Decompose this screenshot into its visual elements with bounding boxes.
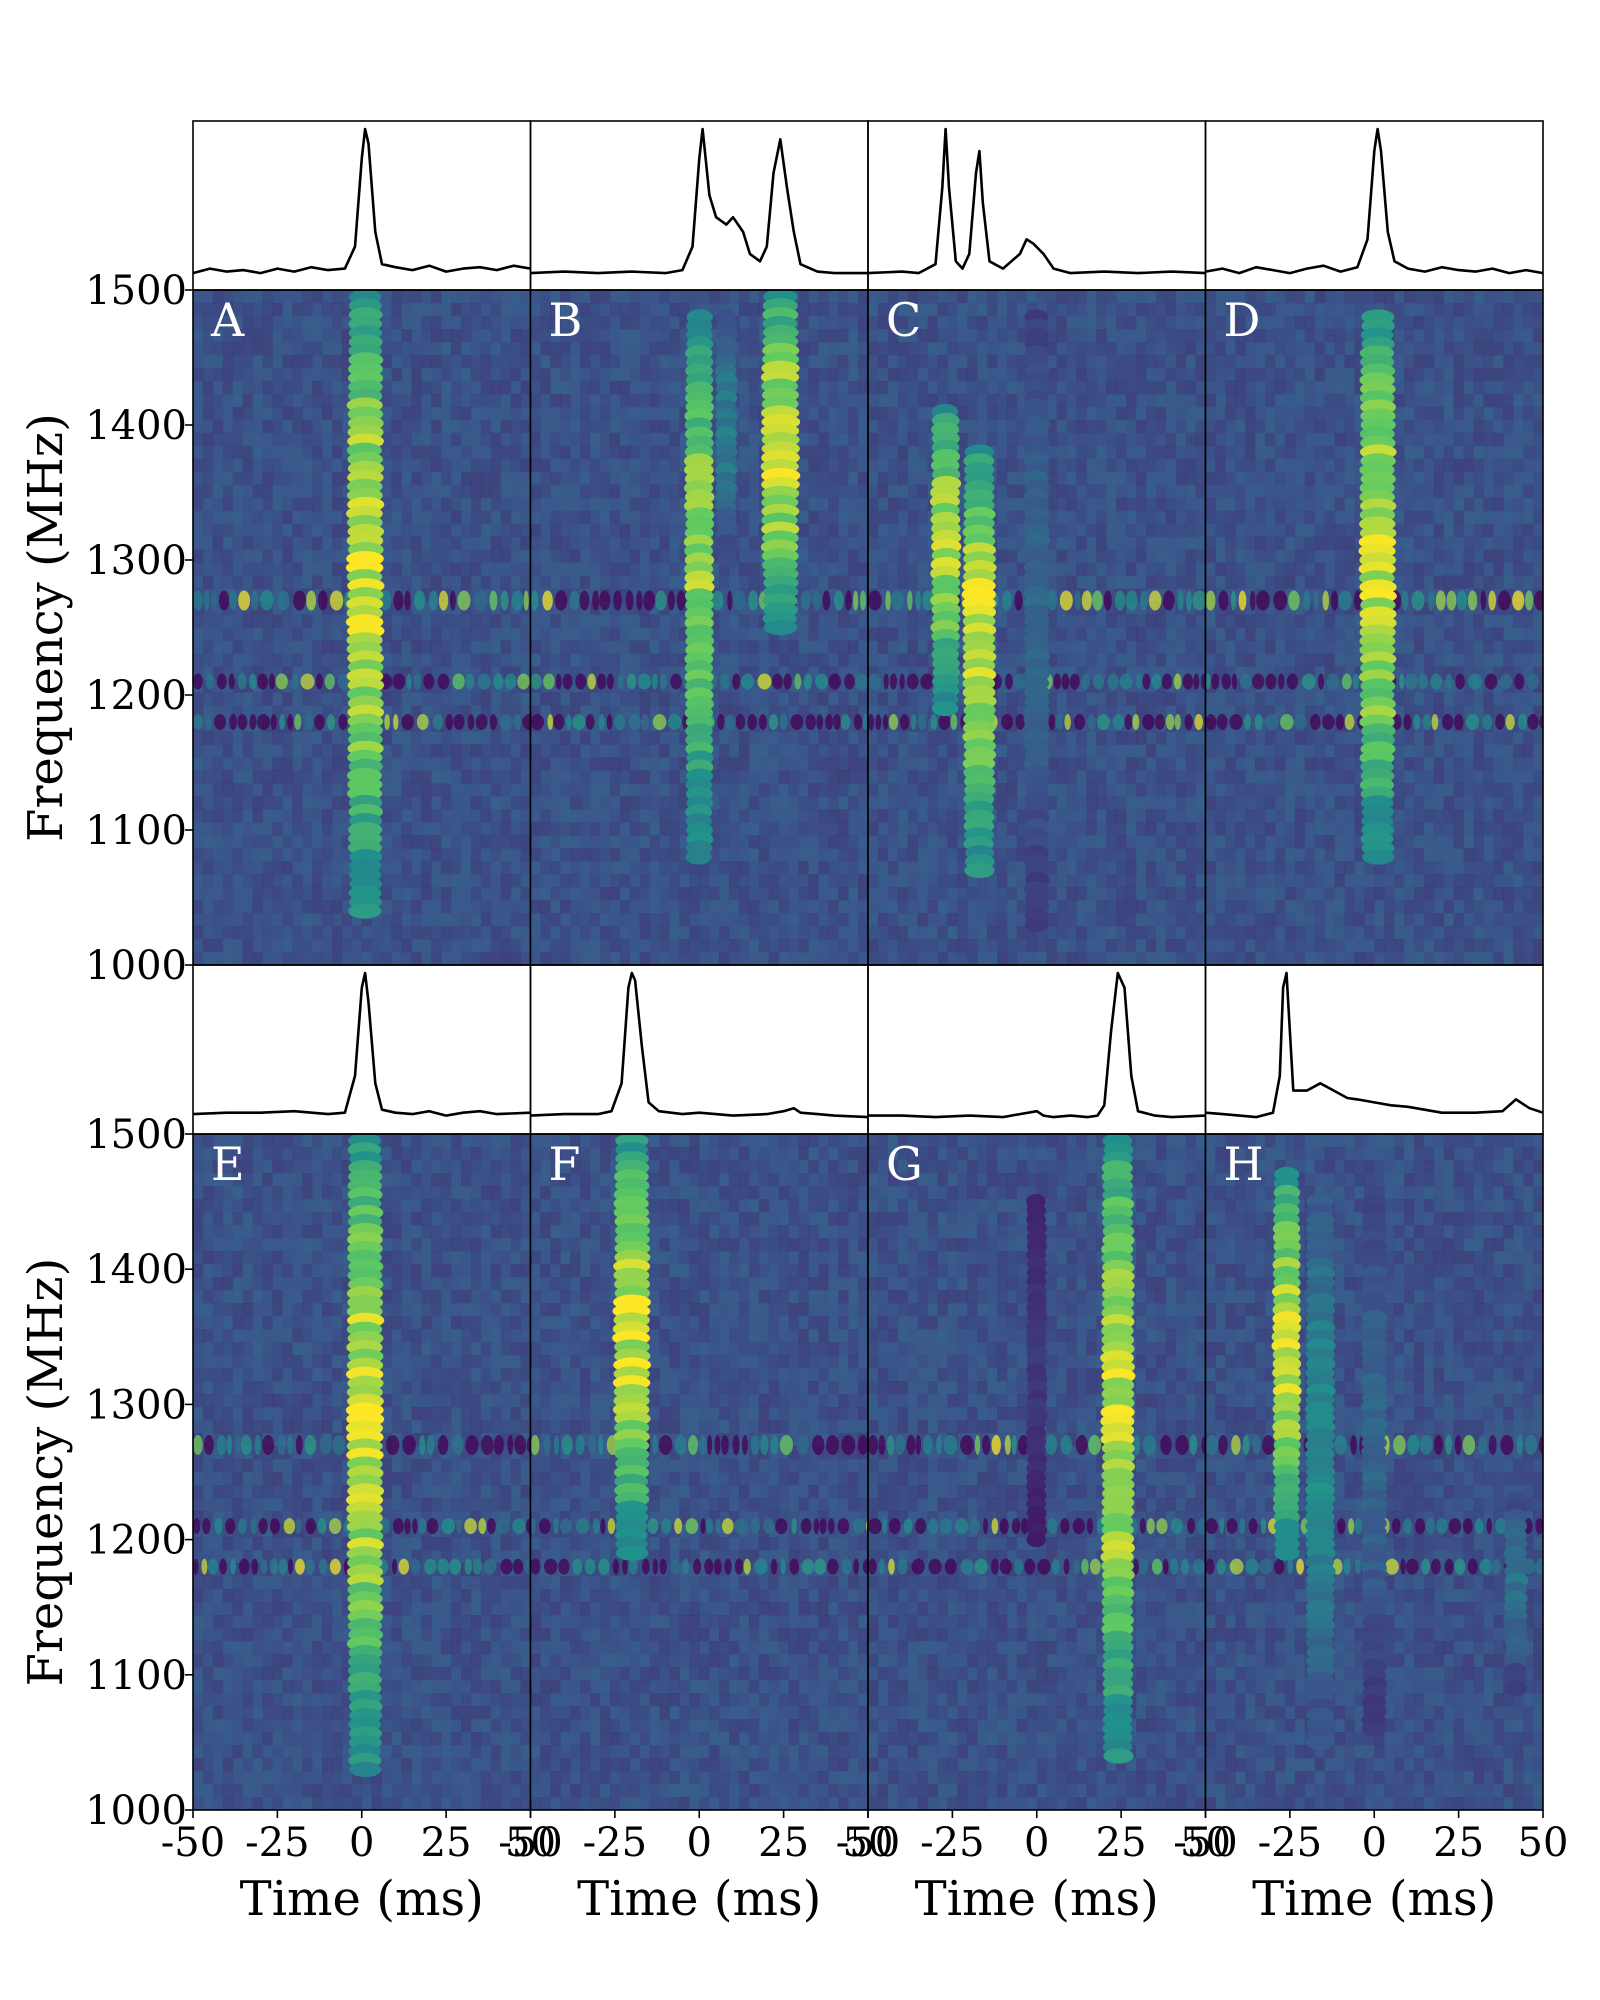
y-tick-label: 1500 [85,268,187,314]
x-tick-label: 25 [1096,1820,1147,1866]
heatmap-d [1205,290,1543,965]
heatmap-h [1205,1134,1543,1810]
x-tick-label: 0 [687,1820,712,1866]
heatmap-g [868,1134,1206,1810]
x-tick-label: -25 [583,1820,647,1866]
burst-h-3-cell [1505,1680,1527,1696]
heatmap-c [868,290,1206,965]
panel-e [192,964,532,1811]
profile-line-c [867,127,1206,275]
panel-label-e: E [211,1137,245,1191]
panel-label-h: H [1224,1137,1264,1191]
panel-h [1204,964,1544,1811]
burst-c-0-cell [931,700,959,717]
y-tick-label: 1200 [85,673,187,719]
x-tick-label: -50 [498,1820,562,1866]
labels-layer: A B C D E F G H 1000 1100 1200 1300 1400 1500 Frequenc… [18,268,1568,1927]
panel-label-a: A [210,293,245,347]
profile-line-a [192,127,531,275]
x-tick-label: 50 [1180,1820,1231,1866]
y-tick-label: 1100 [85,808,187,854]
x-axis-label: Time (ms) [577,1871,821,1927]
x-tick-label: -25 [920,1820,984,1866]
heatmap-e [193,1134,531,1810]
x-tick-label: 0 [1024,1820,1049,1866]
x-tick-label: 25 [1433,1820,1484,1866]
y-tick-label: 1300 [85,538,187,584]
x-tick-label: -25 [245,1820,309,1866]
y-tick-label: 1400 [85,403,187,449]
burst-a-0-cell [348,903,382,919]
heatmap-b [530,290,868,965]
burst-h-0-cell [1274,1545,1300,1561]
panel-label-c: C [886,293,921,347]
x-tick-label: 0 [349,1820,374,1866]
profile-line-b [530,127,868,275]
y-tick-label: 1500 [85,1112,187,1158]
x-tick-label: -50 [836,1820,900,1866]
x-tick-label: 25 [758,1820,809,1866]
burst-f-0-cell [615,1545,649,1561]
profile-line-g [868,971,1206,1119]
x-tick-label: -50 [1173,1820,1237,1866]
profile-line-h [1205,971,1544,1119]
panels-layer [192,120,1544,1811]
y-tick-label: 1200 [85,1518,187,1564]
burst-c-1-cell [964,862,995,879]
x-tick-label: 50 [1518,1820,1569,1866]
burst-h-1-cell [1305,1734,1334,1751]
panel-label-f: F [549,1137,581,1191]
panel-label-d: D [1224,293,1261,347]
x-tick-label: 50 [505,1820,556,1866]
burst-d-0-cell [1362,849,1395,865]
panel-d [1204,120,1544,966]
profile-line-f [530,971,869,1119]
burst-g-1-cell [1026,1532,1046,1548]
x-axis-label: Time (ms) [240,1871,484,1927]
panel-a [192,120,532,966]
y-tick-label: 1400 [85,1247,187,1293]
burst-g-0-cell [1103,1748,1134,1764]
panel-b [529,120,869,966]
heatmap-a [193,290,531,965]
profile-line-d [1205,127,1544,275]
panel-label-g: G [886,1137,923,1191]
profile-line-e [192,971,531,1117]
burst-b-2-cell [763,619,798,636]
panel-label-b: B [549,293,583,347]
x-tick-label: -50 [161,1820,225,1866]
panel-f [529,964,869,1811]
x-tick-label: 0 [1362,1820,1387,1866]
x-tick-label: 25 [421,1820,472,1866]
panel-g [867,964,1207,1811]
burst-c-2-cell [1024,916,1049,933]
y-tick-label: 1100 [85,1653,187,1699]
y-tick-label: 1300 [85,1382,187,1428]
x-tick-label: 50 [843,1820,894,1866]
x-axis-label: Time (ms) [915,1871,1159,1927]
burst-e-0-cell [349,1761,382,1778]
burst-b-0-cell [685,849,712,865]
burst-h-2-cell [1361,1721,1386,1737]
y-tick-label: 1000 [85,943,187,989]
burst-b-1-cell [716,552,738,568]
x-tick-label: -25 [1258,1820,1322,1866]
y-axis-label: Frequency (MHz) [18,1258,74,1687]
panel-c [867,120,1207,966]
heatmap-f [530,1134,868,1810]
y-axis-label: Frequency (MHz) [18,413,74,842]
y-tick-label: 1000 [85,1788,187,1834]
x-axis-label: Time (ms) [1252,1871,1496,1927]
